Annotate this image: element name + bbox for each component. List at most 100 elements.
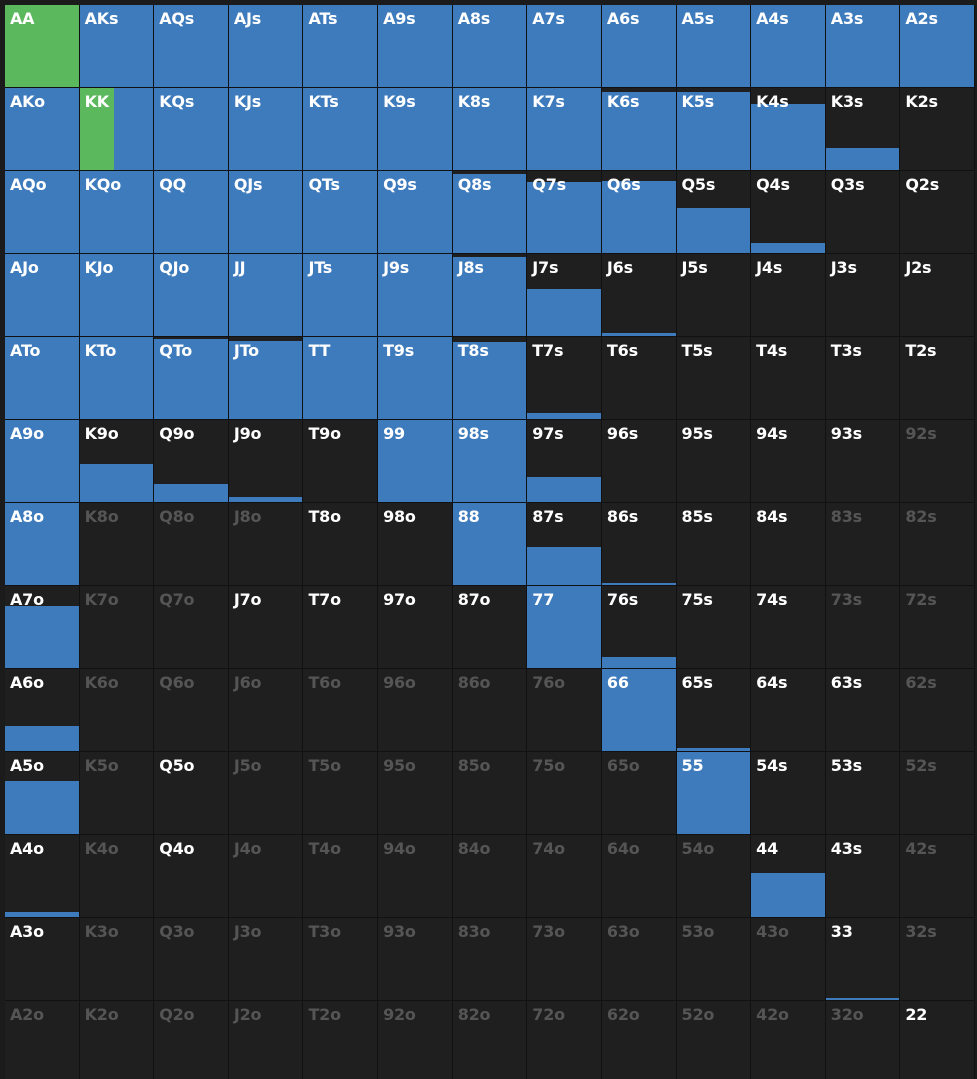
- hand-cell[interactable]: AJs: [228, 5, 304, 88]
- hand-cell[interactable]: T5s: [676, 337, 752, 420]
- hand-cell[interactable]: 54s: [751, 752, 826, 835]
- hand-cell[interactable]: 94o: [378, 835, 453, 918]
- hand-cell[interactable]: J5s: [676, 254, 752, 337]
- hand-cell[interactable]: K3s: [825, 88, 901, 171]
- hand-cell[interactable]: K9o: [79, 420, 155, 503]
- hand-cell[interactable]: Q7s: [527, 171, 602, 254]
- hand-cell[interactable]: K2s: [900, 88, 975, 171]
- hand-cell[interactable]: Q5o: [154, 752, 229, 835]
- hand-cell[interactable]: A8s: [452, 5, 528, 88]
- hand-cell[interactable]: 75s: [676, 586, 752, 669]
- hand-cell[interactable]: 87o: [452, 586, 528, 669]
- hand-cell[interactable]: T4o: [303, 835, 379, 918]
- hand-cell[interactable]: KK: [79, 88, 155, 171]
- hand-cell[interactable]: J4s: [751, 254, 826, 337]
- hand-cell[interactable]: Q4o: [154, 835, 229, 918]
- hand-cell[interactable]: ATo: [5, 337, 80, 420]
- hand-cell[interactable]: T2o: [303, 1001, 379, 1079]
- hand-cell[interactable]: A2o: [5, 1001, 80, 1079]
- hand-cell[interactable]: T8s: [452, 337, 528, 420]
- hand-cell[interactable]: KJs: [228, 88, 304, 171]
- hand-cell[interactable]: J4o: [228, 835, 304, 918]
- hand-cell[interactable]: 52o: [676, 1001, 752, 1079]
- hand-cell[interactable]: KJo: [79, 254, 155, 337]
- hand-cell[interactable]: 85o: [452, 752, 528, 835]
- hand-cell[interactable]: 96o: [378, 669, 453, 752]
- hand-cell[interactable]: 96s: [601, 420, 677, 503]
- hand-cell[interactable]: 75o: [527, 752, 602, 835]
- hand-cell[interactable]: 52s: [900, 752, 975, 835]
- hand-cell[interactable]: 74s: [751, 586, 826, 669]
- hand-cell[interactable]: A4o: [5, 835, 80, 918]
- hand-cell[interactable]: K6s: [601, 88, 677, 171]
- hand-cell[interactable]: 83o: [452, 918, 528, 1001]
- hand-cell[interactable]: KQs: [154, 88, 229, 171]
- hand-cell[interactable]: Q9o: [154, 420, 229, 503]
- hand-cell[interactable]: 92o: [378, 1001, 453, 1079]
- hand-cell[interactable]: Q8s: [452, 171, 528, 254]
- hand-cell[interactable]: T4s: [751, 337, 826, 420]
- hand-cell[interactable]: 53o: [676, 918, 752, 1001]
- hand-cell[interactable]: T8o: [303, 503, 379, 586]
- hand-cell[interactable]: A7o: [5, 586, 80, 669]
- hand-cell[interactable]: 53s: [825, 752, 901, 835]
- hand-cell[interactable]: 84s: [751, 503, 826, 586]
- hand-cell[interactable]: J7s: [527, 254, 602, 337]
- hand-cell[interactable]: K8s: [452, 88, 528, 171]
- hand-cell[interactable]: T3o: [303, 918, 379, 1001]
- hand-cell[interactable]: KTo: [79, 337, 155, 420]
- hand-cell[interactable]: Q4s: [751, 171, 826, 254]
- hand-cell[interactable]: 98o: [378, 503, 453, 586]
- hand-cell[interactable]: QTo: [154, 337, 229, 420]
- hand-cell[interactable]: A6s: [601, 5, 677, 88]
- hand-cell[interactable]: J6o: [228, 669, 304, 752]
- hand-cell[interactable]: 63o: [601, 918, 677, 1001]
- hand-cell[interactable]: 55: [676, 752, 752, 835]
- hand-cell[interactable]: A3s: [825, 5, 901, 88]
- hand-cell[interactable]: 92s: [900, 420, 975, 503]
- hand-cell[interactable]: 76o: [527, 669, 602, 752]
- hand-cell[interactable]: 82o: [452, 1001, 528, 1079]
- hand-cell[interactable]: K4s: [751, 88, 826, 171]
- hand-cell[interactable]: 62s: [900, 669, 975, 752]
- hand-cell[interactable]: A9o: [5, 420, 80, 503]
- hand-cell[interactable]: 84o: [452, 835, 528, 918]
- hand-cell[interactable]: A8o: [5, 503, 80, 586]
- hand-cell[interactable]: 72o: [527, 1001, 602, 1079]
- hand-cell[interactable]: 86s: [601, 503, 677, 586]
- hand-cell[interactable]: J5o: [228, 752, 304, 835]
- hand-cell[interactable]: T7o: [303, 586, 379, 669]
- hand-cell[interactable]: 82s: [900, 503, 975, 586]
- hand-cell[interactable]: J2o: [228, 1001, 304, 1079]
- hand-cell[interactable]: QJo: [154, 254, 229, 337]
- hand-cell[interactable]: T6o: [303, 669, 379, 752]
- hand-cell[interactable]: K7o: [79, 586, 155, 669]
- hand-cell[interactable]: K7s: [527, 88, 602, 171]
- hand-cell[interactable]: 66: [601, 669, 677, 752]
- hand-cell[interactable]: Q2o: [154, 1001, 229, 1079]
- hand-cell[interactable]: AQs: [154, 5, 229, 88]
- hand-cell[interactable]: 87s: [527, 503, 602, 586]
- hand-cell[interactable]: J8o: [228, 503, 304, 586]
- hand-cell[interactable]: J7o: [228, 586, 304, 669]
- hand-cell[interactable]: A5o: [5, 752, 80, 835]
- hand-cell[interactable]: J9s: [378, 254, 453, 337]
- hand-cell[interactable]: 44: [751, 835, 826, 918]
- hand-cell[interactable]: Q6s: [601, 171, 677, 254]
- hand-cell[interactable]: 64s: [751, 669, 826, 752]
- hand-cell[interactable]: 43s: [825, 835, 901, 918]
- hand-cell[interactable]: 93s: [825, 420, 901, 503]
- hand-cell[interactable]: 62o: [601, 1001, 677, 1079]
- hand-cell[interactable]: 85s: [676, 503, 752, 586]
- hand-cell[interactable]: Q8o: [154, 503, 229, 586]
- hand-cell[interactable]: AKs: [79, 5, 155, 88]
- hand-cell[interactable]: 95o: [378, 752, 453, 835]
- hand-cell[interactable]: T5o: [303, 752, 379, 835]
- hand-cell[interactable]: 98s: [452, 420, 528, 503]
- hand-cell[interactable]: 74o: [527, 835, 602, 918]
- hand-cell[interactable]: AQo: [5, 171, 80, 254]
- hand-cell[interactable]: 83s: [825, 503, 901, 586]
- hand-cell[interactable]: A5s: [676, 5, 752, 88]
- hand-cell[interactable]: 43o: [751, 918, 826, 1001]
- hand-cell[interactable]: A2s: [900, 5, 975, 88]
